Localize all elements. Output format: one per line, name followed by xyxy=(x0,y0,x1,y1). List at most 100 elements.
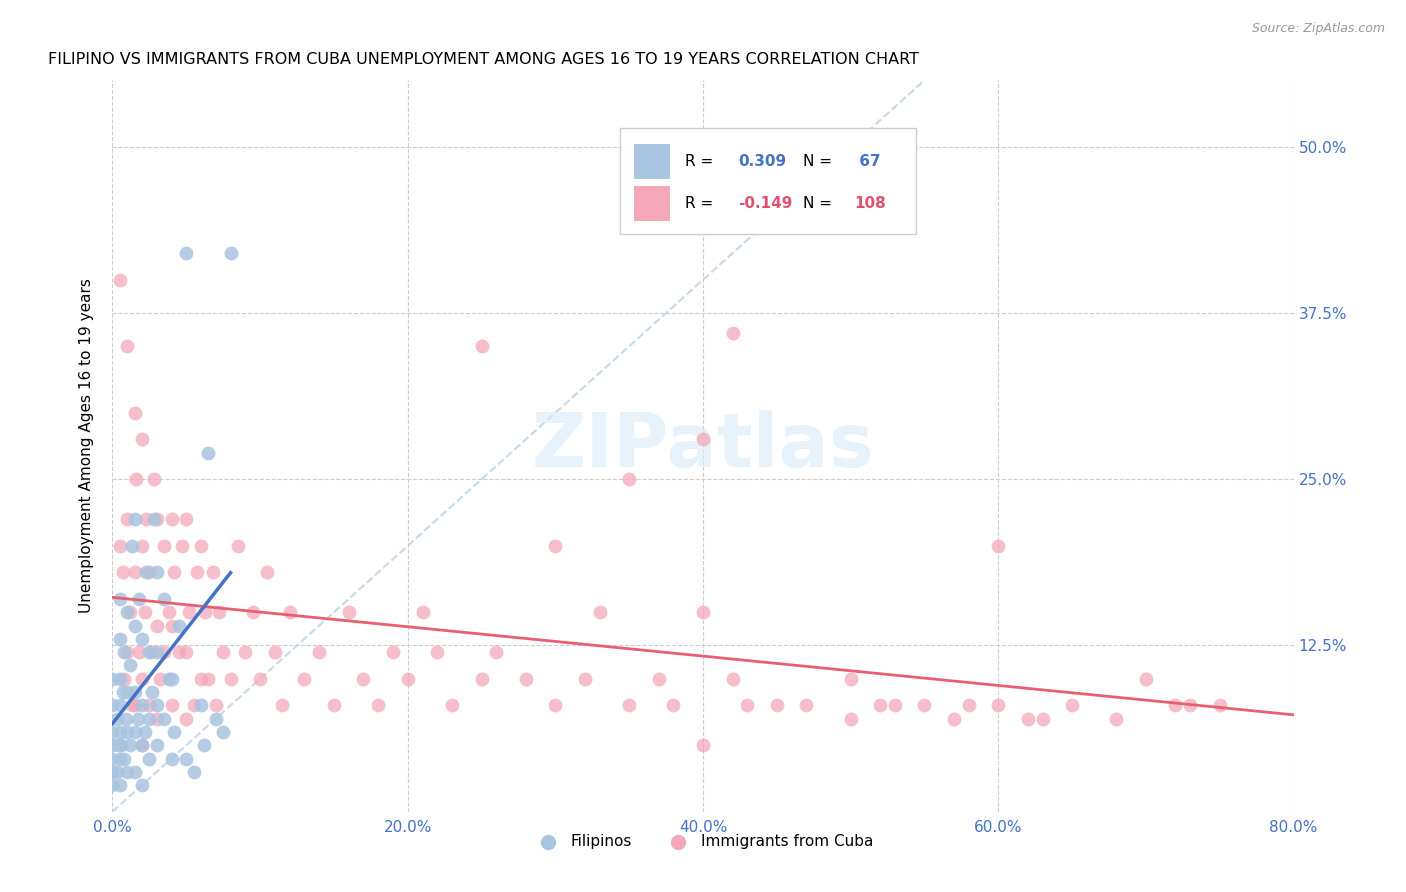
Point xyxy=(108,273,131,287)
Point xyxy=(121,539,143,553)
Text: -0.149: -0.149 xyxy=(738,195,793,211)
Point xyxy=(588,605,610,619)
Point xyxy=(131,433,153,447)
Point xyxy=(174,512,197,526)
Point xyxy=(101,751,124,765)
Point xyxy=(153,712,176,726)
Point xyxy=(292,672,315,686)
Point xyxy=(242,605,264,619)
Point xyxy=(1135,672,1157,686)
Point xyxy=(153,539,176,553)
Point xyxy=(692,738,714,752)
Point xyxy=(574,672,596,686)
Point xyxy=(131,738,153,752)
Point xyxy=(1164,698,1187,713)
Point xyxy=(796,698,818,713)
Point xyxy=(131,778,153,792)
Point xyxy=(146,645,169,659)
Text: N =: N = xyxy=(803,195,837,211)
Point xyxy=(839,712,862,726)
Text: Source: ZipAtlas.com: Source: ZipAtlas.com xyxy=(1251,22,1385,36)
Point xyxy=(127,712,149,726)
Point xyxy=(515,672,537,686)
Point xyxy=(112,751,135,765)
Point xyxy=(134,725,156,739)
Point xyxy=(884,698,907,713)
Point xyxy=(382,645,405,659)
Point xyxy=(124,698,146,713)
Point xyxy=(544,539,567,553)
Point xyxy=(146,698,169,713)
Point xyxy=(149,672,172,686)
Point xyxy=(869,698,891,713)
Point xyxy=(174,246,197,260)
Point xyxy=(170,539,193,553)
Point xyxy=(101,738,124,752)
Point xyxy=(124,764,146,779)
Text: R =: R = xyxy=(685,154,718,169)
Point xyxy=(124,618,146,632)
Point xyxy=(766,698,789,713)
Text: R =: R = xyxy=(685,195,718,211)
Point xyxy=(153,591,176,606)
Point xyxy=(367,698,389,713)
Point xyxy=(117,512,138,526)
Y-axis label: Unemployment Among Ages 16 to 19 years: Unemployment Among Ages 16 to 19 years xyxy=(79,278,94,614)
Text: N =: N = xyxy=(803,154,837,169)
Point xyxy=(721,326,744,340)
Point xyxy=(160,751,183,765)
Point xyxy=(138,645,160,659)
Point xyxy=(146,712,169,726)
Point xyxy=(183,764,205,779)
Point xyxy=(914,698,936,713)
Point xyxy=(134,605,156,619)
Point xyxy=(108,778,131,792)
Point xyxy=(125,472,148,486)
Point xyxy=(135,566,157,580)
Point xyxy=(183,698,205,713)
Point xyxy=(1017,712,1039,726)
Point xyxy=(141,645,163,659)
Point xyxy=(256,566,278,580)
Point xyxy=(167,645,190,659)
Point xyxy=(146,512,169,526)
Point xyxy=(1178,698,1201,713)
Point xyxy=(108,698,131,713)
Point xyxy=(120,605,142,619)
Point xyxy=(108,751,131,765)
Point xyxy=(323,698,346,713)
Point xyxy=(174,751,197,765)
Point xyxy=(160,698,183,713)
Point xyxy=(426,645,449,659)
Point xyxy=(205,712,228,726)
Point xyxy=(117,605,138,619)
Point xyxy=(101,764,124,779)
Point xyxy=(411,605,433,619)
Point xyxy=(112,672,135,686)
Point xyxy=(153,645,176,659)
Point xyxy=(249,672,271,686)
Point xyxy=(692,605,714,619)
Point xyxy=(111,566,134,580)
Point xyxy=(128,591,150,606)
Point xyxy=(470,672,494,686)
Point xyxy=(308,645,330,659)
Point xyxy=(662,698,685,713)
Point xyxy=(142,512,165,526)
Point xyxy=(179,605,201,619)
Point xyxy=(117,685,138,699)
Point xyxy=(219,246,242,260)
Point xyxy=(131,738,153,752)
Point xyxy=(101,698,124,713)
Text: 108: 108 xyxy=(855,195,886,211)
Point xyxy=(1105,712,1128,726)
Point xyxy=(208,605,231,619)
Point xyxy=(124,725,146,739)
Point xyxy=(205,698,228,713)
Point xyxy=(219,672,242,686)
Point xyxy=(138,698,160,713)
Point xyxy=(190,672,212,686)
Point xyxy=(131,672,153,686)
Point xyxy=(138,751,160,765)
Point xyxy=(197,445,219,459)
